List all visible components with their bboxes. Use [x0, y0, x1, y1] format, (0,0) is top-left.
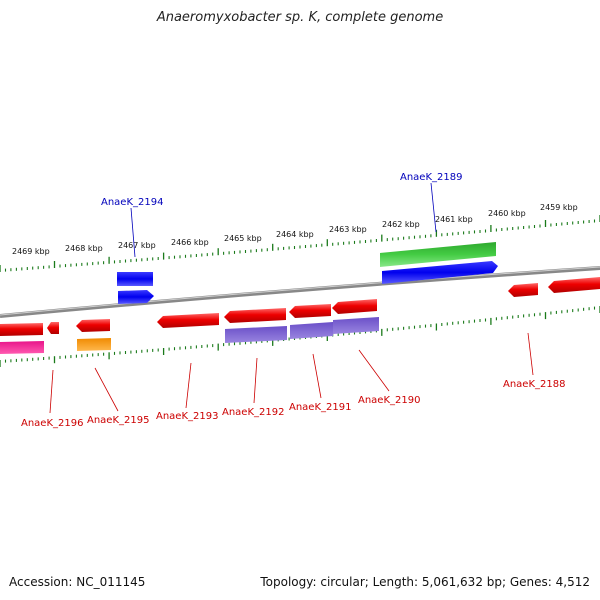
gene-label[interactable]: AnaeK_2194	[101, 197, 163, 208]
genome-backbone	[0, 266, 600, 318]
forward-features	[117, 242, 498, 304]
gene-AnaeK_2188-cds[interactable]	[508, 283, 538, 297]
tick-label: 2468 kbp	[65, 244, 103, 253]
gene-AnaeK_2192-rna[interactable]	[225, 326, 287, 343]
gene-left-edge-rna[interactable]	[0, 341, 44, 354]
gene-label[interactable]: AnaeK_2195	[87, 415, 149, 426]
upper-scale	[0, 215, 600, 272]
tick-label: 2459 kbp	[540, 203, 578, 212]
gene-AnaeK_2189-arrow[interactable]	[382, 261, 498, 284]
gene-AnaeK_2193-cds[interactable]	[157, 313, 219, 328]
gene-label[interactable]: AnaeK_2189	[400, 172, 462, 183]
genome-summary-text: Topology: circular; Length: 5,061,632 bp…	[260, 575, 590, 589]
gene-AnaeK_2194-arrow[interactable]	[118, 290, 154, 304]
tick-label: 2465 kbp	[224, 234, 262, 243]
gene-AnaeK_2190-rna[interactable]	[333, 317, 379, 334]
gene-label[interactable]: AnaeK_2193	[156, 411, 218, 422]
leader-AnaeK_2191	[312, 353, 322, 399]
tick-label: 2461 kbp	[435, 215, 473, 224]
tick-label: 2462 kbp	[382, 220, 420, 229]
gene-AnaeK_2195-cds[interactable]	[76, 319, 110, 332]
tick-label: 2463 kbp	[329, 225, 367, 234]
gene-AnaeK_2190-cds[interactable]	[332, 299, 377, 314]
gene-label[interactable]: AnaeK_2190	[358, 395, 420, 406]
leader-AnaeK_2188	[527, 332, 534, 376]
gene-AnaeK_2195-rna[interactable]	[77, 338, 111, 351]
gene-AnaeK_2194-cds[interactable]	[117, 272, 153, 286]
leader-AnaeK_2189	[430, 182, 437, 233]
gene-label[interactable]: AnaeK_2196	[21, 418, 83, 429]
gene-AnaeK_2189-cds[interactable]	[380, 242, 496, 267]
tick-label: 2464 kbp	[276, 230, 314, 239]
label-leaders	[49, 182, 534, 414]
accession-text: Accession: NC_011145	[9, 575, 146, 589]
map-title: Anaeromyxobacter sp. K, complete genome	[156, 10, 444, 25]
gene-left-edge-cds[interactable]	[0, 323, 43, 336]
gene-right-edge-cds[interactable]	[548, 277, 600, 293]
gene-labels: AnaeK_2194 AnaeK_2189 AnaeK_2196 AnaeK_2…	[21, 172, 565, 429]
reverse-features	[0, 277, 600, 354]
gene-AnaeK_2191-rna[interactable]	[290, 322, 333, 339]
leader-AnaeK_2196	[49, 369, 54, 414]
leader-AnaeK_2195	[94, 367, 119, 412]
tick-label: 2466 kbp	[171, 238, 209, 247]
leader-AnaeK_2192	[253, 357, 258, 404]
gene-AnaeK_2191-cds[interactable]	[289, 304, 331, 318]
scale-labels: 2469 kbp 2468 kbp 2467 kbp 2466 kbp 2465…	[12, 203, 578, 256]
leader-AnaeK_2194	[130, 207, 136, 258]
tick-label: 2460 kbp	[488, 209, 526, 218]
leader-AnaeK_2193	[185, 362, 192, 409]
gene-AnaeK_2192-cds[interactable]	[224, 308, 286, 323]
gene-label[interactable]: AnaeK_2192	[222, 407, 284, 418]
gene-label[interactable]: AnaeK_2191	[289, 402, 351, 413]
tick-label: 2469 kbp	[12, 247, 50, 256]
gene-AnaeK_2196-cds[interactable]	[47, 322, 59, 334]
genome-backbone-highlight	[0, 266, 600, 316]
leader-AnaeK_2190	[358, 349, 390, 392]
tick-label: 2467 kbp	[118, 241, 156, 250]
gene-label[interactable]: AnaeK_2188	[503, 379, 565, 390]
